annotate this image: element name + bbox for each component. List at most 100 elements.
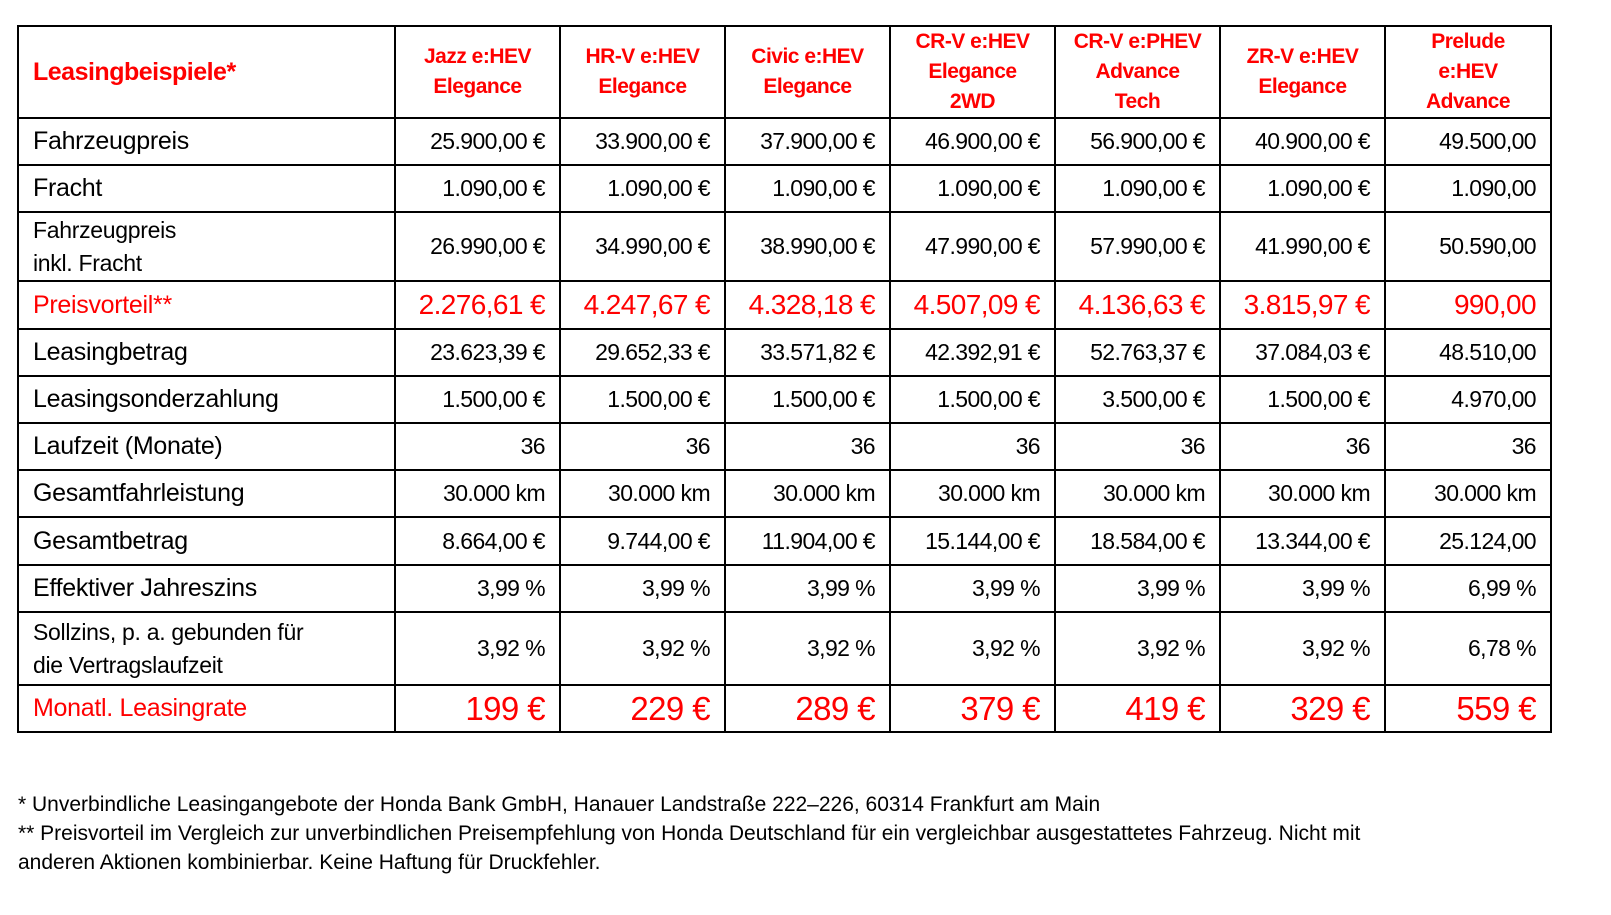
row-label: Preisvorteil**: [17, 280, 396, 330]
row-label: Laufzeit (Monate): [17, 422, 396, 471]
value-cell: 1.090,00 €: [889, 164, 1056, 213]
table-row: Gesamtbetrag 8.664,00 €9.744,00 €11.904,0…: [17, 516, 1552, 566]
value-cell: 3,99 %: [889, 564, 1056, 613]
value-cell: 3,92 %: [559, 611, 726, 686]
model-header-line: Civic e:HEV: [751, 45, 864, 68]
row-label: Gesamtbetrag: [17, 516, 396, 566]
value-cell: 559 €: [1384, 684, 1552, 733]
table-row: Leasingsonderzahlung 1.500,00 €1.500,00 €…: [17, 375, 1552, 424]
value-cell: 13.344,00 €: [1219, 516, 1386, 566]
model-header-line: Elegance: [763, 75, 852, 98]
value-cell: 379 €: [889, 684, 1056, 733]
value-cell: 990,00: [1384, 280, 1552, 330]
table-row: Fahrzeugpreis inkl. Fracht 26.990,00 €34.…: [17, 211, 1552, 282]
value-cell: 4.136,63 €: [1054, 280, 1221, 330]
value-cell: 3,99 %: [1054, 564, 1221, 613]
value-cell: 4.970,00: [1384, 375, 1552, 424]
value-cell: 3,92 %: [1054, 611, 1221, 686]
row-label: Sollzins, p. a. gebunden für die Vertrag…: [17, 611, 396, 686]
value-cell: 2.276,61 €: [394, 280, 561, 330]
table-row: Sollzins, p. a. gebunden für die Vertrag…: [17, 611, 1552, 686]
row-label: Effektiver Jahreszins: [17, 564, 396, 613]
row-label: Monatl. Leasingrate: [17, 684, 396, 733]
value-cell: 37.084,03 €: [1219, 328, 1386, 377]
value-cell: 3,99 %: [394, 564, 561, 613]
value-cell: 6,78 %: [1384, 611, 1552, 686]
value-cell: 3,99 %: [559, 564, 726, 613]
value-cell: 329 €: [1219, 684, 1386, 733]
model-header-line: Elegance: [1258, 75, 1347, 98]
value-cell: 1.500,00 €: [889, 375, 1056, 424]
value-cell: 30.000 km: [559, 469, 726, 518]
footnotes: * Unverbindliche Leasingangebote der Hon…: [18, 790, 1378, 877]
model-header-line: Advance: [1095, 60, 1180, 83]
value-cell: 33.571,82 €: [724, 328, 891, 377]
value-cell: 50.590,00: [1384, 211, 1552, 282]
value-cell: 1.090,00: [1384, 164, 1552, 213]
value-cell: 4.247,67 €: [559, 280, 726, 330]
value-cell: 36: [889, 422, 1056, 471]
table-row: Preisvorteil** 2.276,61 €4.247,67 €4.328,…: [17, 280, 1552, 330]
table-title: Leasingbeispiele*: [17, 25, 396, 119]
value-cell: 37.900,00 €: [724, 117, 891, 166]
model-header: ZR-V e:HEV Elegance: [1219, 25, 1386, 119]
model-header-line: Jazz e:HEV: [423, 45, 532, 68]
model-header-line: Advance: [1425, 90, 1511, 113]
value-cell: 15.144,00 €: [889, 516, 1056, 566]
value-cell: 1.090,00 €: [724, 164, 891, 213]
value-cell: 1.090,00 €: [559, 164, 726, 213]
value-cell: 30.000 km: [1054, 469, 1221, 518]
model-header-line: Elegance: [598, 75, 687, 98]
value-cell: 29.652,33 €: [559, 328, 726, 377]
value-cell: 36: [1384, 422, 1552, 471]
table-row: Effektiver Jahreszins 3,99 % 3,99 % 3,99 % 3…: [17, 564, 1552, 613]
value-cell: 30.000 km: [889, 469, 1056, 518]
footnote-1: * Unverbindliche Leasingangebote der Hon…: [18, 793, 1101, 816]
value-cell: 57.990,00 €: [1054, 211, 1221, 282]
model-header-line: Elegance: [928, 60, 1017, 83]
value-cell: 25.900,00 €: [394, 117, 561, 166]
value-cell: 3.815,97 €: [1219, 280, 1386, 330]
model-header-line: Elegance: [433, 75, 522, 98]
value-cell: 18.584,00 €: [1054, 516, 1221, 566]
value-cell: 3.500,00 €: [1054, 375, 1221, 424]
table-row: Fahrzeugpreis 25.900,00 €33.900,00 €37.90…: [17, 117, 1552, 166]
model-header-line: e:HEV: [1438, 60, 1498, 83]
value-cell: 6,99 %: [1384, 564, 1552, 613]
row-label: Fahrzeugpreis: [17, 117, 396, 166]
model-header-line: 2WD: [949, 90, 996, 113]
value-cell: 25.124,00: [1384, 516, 1552, 566]
value-cell: 199 €: [394, 684, 561, 733]
value-cell: 47.990,00 €: [889, 211, 1056, 282]
value-cell: 33.900,00 €: [559, 117, 726, 166]
model-header-line: CR-V e:PHEV: [1073, 30, 1202, 53]
value-cell: 9.744,00 €: [559, 516, 726, 566]
model-header-line: HR-V e:HEV: [585, 45, 700, 68]
value-cell: 1.500,00 €: [724, 375, 891, 424]
value-cell: 56.900,00 €: [1054, 117, 1221, 166]
value-cell: 23.623,39 €: [394, 328, 561, 377]
header-row: Leasingbeispiele* Jazz e:HEV Elegance HR-V…: [17, 25, 1552, 119]
value-cell: 36: [1219, 422, 1386, 471]
value-cell: 40.900,00 €: [1219, 117, 1386, 166]
value-cell: 30.000 km: [724, 469, 891, 518]
row-label: Leasingsonderzahlung: [17, 375, 396, 424]
value-cell: 30.000 km: [1219, 469, 1386, 518]
value-cell: 36: [559, 422, 726, 471]
value-cell: 30.000 km: [394, 469, 561, 518]
value-cell: 36: [1054, 422, 1221, 471]
model-header-line: ZR-V e:HEV: [1246, 45, 1359, 68]
value-cell: 289 €: [724, 684, 891, 733]
value-cell: 1.500,00 €: [559, 375, 726, 424]
table-row: Gesamtfahrleistung 30.000 km 30.000 km 30.0…: [17, 469, 1552, 518]
value-cell: 419 €: [1054, 684, 1221, 733]
model-header-line: Tech: [1114, 90, 1161, 113]
value-cell: 49.500,00: [1384, 117, 1552, 166]
table-body: Fahrzeugpreis 25.900,00 €33.900,00 €37.90…: [17, 117, 1552, 733]
value-cell: 3,92 %: [724, 611, 891, 686]
table-row: Monatl. Leasingrate 199 €229 €289 €379 €4…: [17, 684, 1552, 733]
row-label: Leasingbetrag: [17, 328, 396, 377]
value-cell: 1.090,00 €: [1219, 164, 1386, 213]
value-cell: 34.990,00 €: [559, 211, 726, 282]
model-header: HR-V e:HEV Elegance: [559, 25, 726, 119]
